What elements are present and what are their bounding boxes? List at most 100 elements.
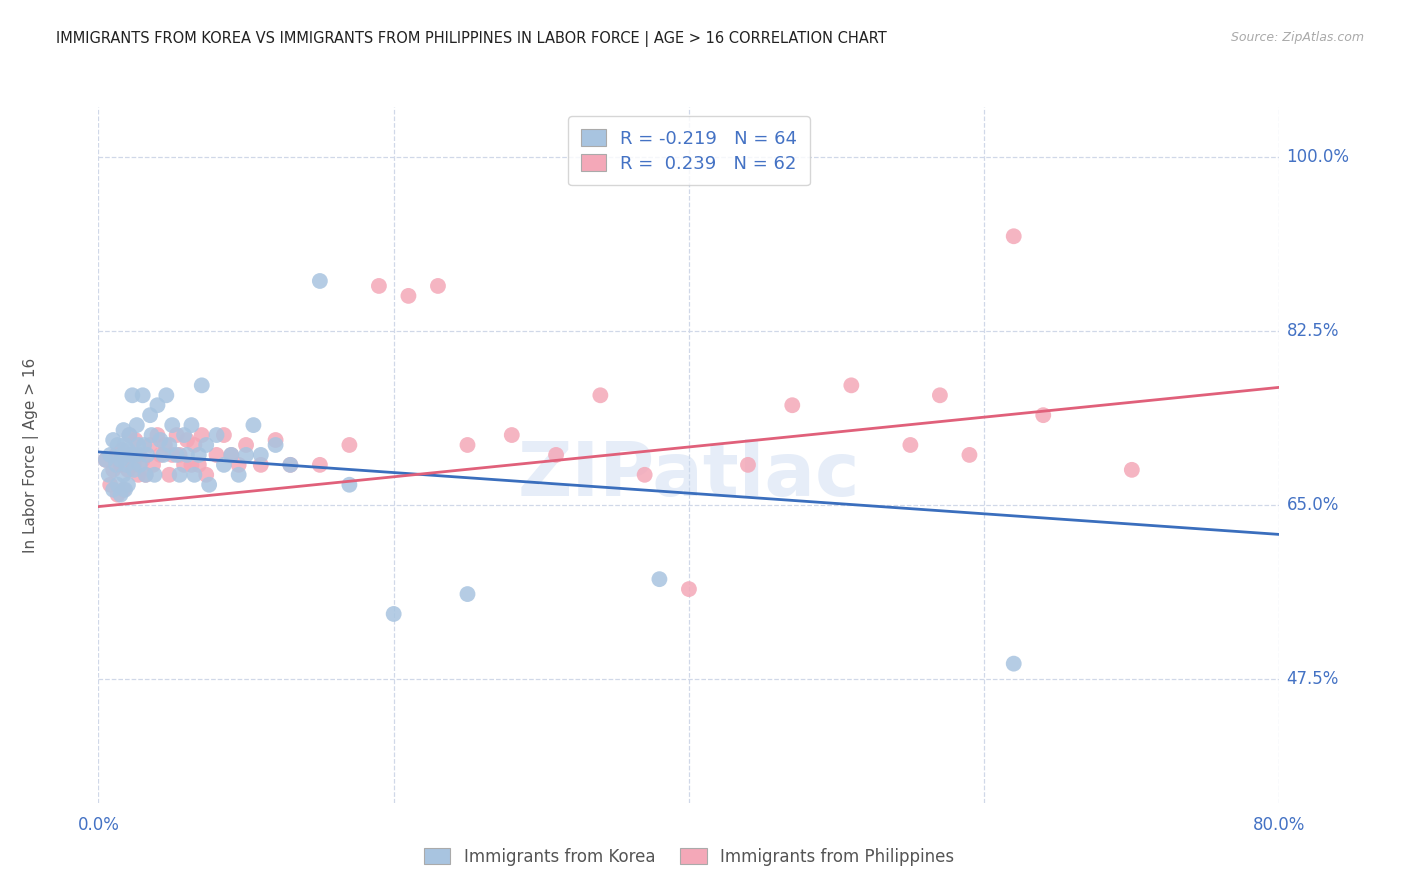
Point — [176, 433, 198, 447]
Point — [122, 463, 145, 477]
Point — [114, 448, 136, 462]
Point — [187, 448, 209, 462]
Text: 47.5%: 47.5% — [1286, 670, 1339, 688]
Point — [114, 483, 136, 497]
Point — [136, 448, 159, 462]
Point — [117, 477, 139, 491]
Text: ZIPatlас: ZIPatlас — [517, 439, 860, 512]
Text: 100.0%: 100.0% — [1286, 148, 1350, 166]
Point — [191, 378, 214, 392]
Point — [110, 458, 132, 472]
Point — [112, 423, 135, 437]
Point — [112, 483, 135, 497]
Point — [309, 458, 332, 472]
Point — [183, 467, 205, 482]
Point — [157, 467, 180, 482]
Text: In Labor Force | Age > 16: In Labor Force | Age > 16 — [22, 358, 39, 552]
Point — [173, 458, 195, 472]
Point — [141, 428, 163, 442]
Point — [149, 433, 172, 447]
Point — [235, 448, 257, 462]
Point — [135, 467, 157, 482]
Point — [191, 428, 214, 442]
Point — [128, 448, 150, 462]
Point — [127, 438, 149, 452]
Point — [205, 448, 228, 462]
Point — [107, 477, 129, 491]
Point — [396, 289, 419, 303]
Point — [180, 418, 202, 433]
Point — [1002, 229, 1025, 244]
Point — [114, 438, 136, 452]
Point — [183, 438, 205, 452]
Point — [169, 467, 191, 482]
Point — [132, 453, 155, 467]
Point — [219, 448, 242, 462]
Point — [228, 467, 250, 482]
Point — [166, 448, 188, 462]
Point — [112, 467, 135, 482]
Point — [250, 458, 273, 472]
Text: Source: ZipAtlas.com: Source: ZipAtlas.com — [1230, 31, 1364, 45]
Point — [103, 463, 125, 477]
Point — [235, 438, 257, 452]
Point — [97, 467, 120, 482]
Point — [198, 477, 221, 491]
Point — [427, 279, 450, 293]
Point — [278, 458, 302, 472]
Point — [132, 388, 155, 402]
Point — [107, 438, 129, 452]
Point — [139, 438, 162, 452]
Point — [146, 428, 169, 442]
Point — [212, 458, 235, 472]
Point — [309, 274, 332, 288]
Point — [456, 587, 478, 601]
Text: 65.0%: 65.0% — [1286, 496, 1339, 514]
Point — [124, 433, 146, 447]
Point — [98, 448, 121, 462]
Point — [117, 442, 139, 457]
Point — [278, 458, 302, 472]
Point — [125, 418, 148, 433]
Point — [110, 488, 132, 502]
Point — [105, 458, 128, 472]
Point — [337, 477, 360, 491]
Point — [111, 448, 134, 462]
Point — [139, 408, 162, 422]
Point — [928, 388, 950, 402]
Point — [782, 398, 804, 412]
Point — [121, 388, 143, 402]
Point — [242, 418, 264, 433]
Point — [382, 607, 405, 621]
Point — [157, 438, 180, 452]
Point — [180, 458, 202, 472]
Point — [501, 428, 523, 442]
Point — [122, 458, 145, 472]
Point — [212, 428, 235, 442]
Point — [195, 438, 218, 452]
Point — [110, 453, 132, 467]
Point — [368, 279, 391, 293]
Point — [94, 453, 117, 467]
Point — [1002, 657, 1025, 671]
Point — [134, 438, 156, 452]
Point — [1121, 463, 1143, 477]
Point — [162, 418, 183, 433]
Point — [166, 428, 188, 442]
Point — [153, 438, 176, 452]
Point — [250, 448, 273, 462]
Point — [105, 448, 128, 462]
Point — [456, 438, 478, 452]
Point — [205, 428, 228, 442]
Point — [264, 438, 287, 452]
Point — [337, 438, 360, 452]
Point — [135, 467, 157, 482]
Point — [195, 467, 218, 482]
Point — [115, 458, 138, 472]
Point — [127, 467, 149, 482]
Point — [176, 448, 198, 462]
Point — [146, 398, 169, 412]
Legend: Immigrants from Korea, Immigrants from Philippines: Immigrants from Korea, Immigrants from P… — [415, 839, 963, 874]
Point — [648, 572, 671, 586]
Point — [162, 448, 183, 462]
